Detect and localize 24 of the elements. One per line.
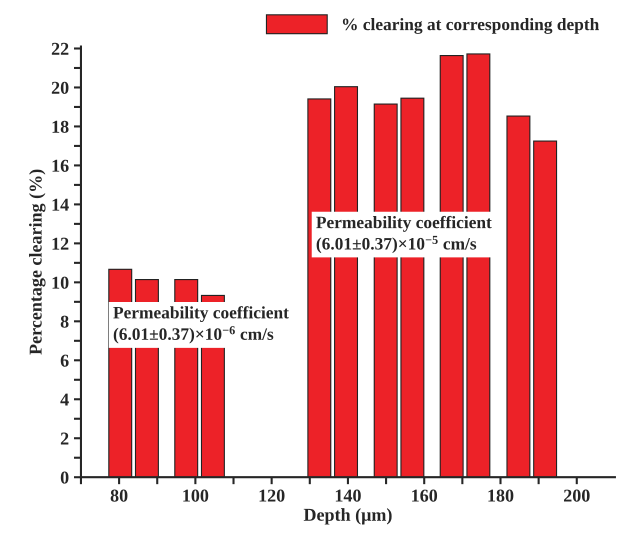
y-tick-label: 0 xyxy=(60,471,68,484)
x-tick-label: 100 xyxy=(183,490,208,502)
y-tick-label: 18 xyxy=(52,120,69,133)
x-axis-title: Depth (μm) xyxy=(304,508,392,525)
x-tick-label: 180 xyxy=(488,490,514,502)
annotation: Permeability coefficient (6.01±0.37)×10$^{−6}$ cm/s xyxy=(113,306,289,344)
y-tick-label: 10 xyxy=(52,276,68,289)
y-tick-label: 8 xyxy=(60,316,69,328)
y-tick-label: 2 xyxy=(60,432,68,445)
y-axis-title: Percentage clearing (%) xyxy=(29,170,46,355)
y-tick-label: 20 xyxy=(52,82,68,94)
y-tick-label: 12 xyxy=(52,238,68,250)
y-tick-label: 4 xyxy=(60,394,69,406)
y-tick-label: 6 xyxy=(60,354,69,367)
legend-label: % clearing at corresponding depth xyxy=(342,18,600,34)
x-tick-label: 80 xyxy=(110,490,128,502)
x-tick-label: 200 xyxy=(564,490,590,502)
y-tick-label: 14 xyxy=(52,198,69,211)
x-tick-label: 140 xyxy=(336,490,361,502)
annotation: Permeability coefficient (6.01±0.37)×10$^{−5}$ cm/s xyxy=(316,216,492,254)
y-tick-label: 22 xyxy=(52,42,68,55)
y-tick-label: 16 xyxy=(52,160,69,172)
x-tick-label: 120 xyxy=(260,490,285,502)
x-tick-label: 160 xyxy=(412,490,438,502)
